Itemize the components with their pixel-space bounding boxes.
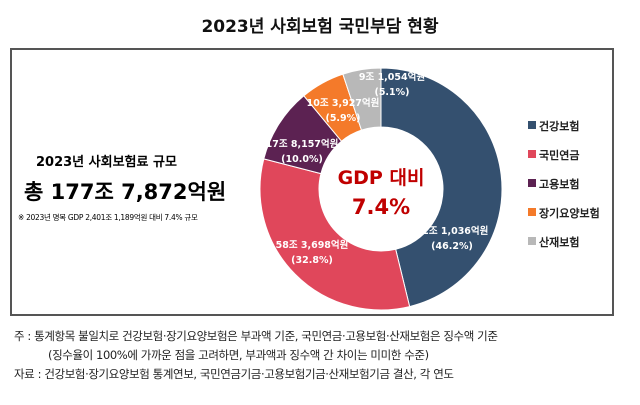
legend-label: 장기요양보험 — [539, 207, 600, 220]
note-line-1: 주 : 통계항목 불일치로 건강보험·장기요양보험은 부과액 기준, 국민연금·… — [14, 329, 498, 343]
slice-label-percent: (46.2%) — [431, 241, 473, 252]
legend-item: 장기요양보험 — [528, 205, 600, 234]
source-line: 자료 : 건강보험·장기요양보험 통계연보, 국민연금기금·고용보험기금·산재보… — [14, 367, 454, 381]
center-label-line2: 7.4% — [352, 195, 410, 219]
slice-label-percent: (5.9%) — [325, 113, 360, 124]
footnotes: 주 : 통계항목 불일치로 건강보험·장기요양보험은 부과액 기준, 국민연금·… — [14, 327, 498, 384]
legend-swatch — [528, 150, 536, 158]
chart-frame — [10, 48, 614, 316]
slice-1 — [259, 158, 411, 311]
legend-swatch — [528, 179, 536, 187]
legend-label: 건강보험 — [539, 120, 580, 133]
slice-4 — [342, 67, 382, 131]
gdp-note: ※ 2023년 명목 GDP 2,401조 1,189억원 대비 7.4% 규모 — [18, 213, 198, 222]
legend-label: 산재보험 — [539, 236, 580, 249]
slice-label-amount: 10조 3,927억원 — [307, 97, 380, 109]
summary-subtitle: 2023년 사회보험료 규모 — [36, 155, 177, 170]
slice-label-percent: (10.0%) — [281, 154, 323, 165]
legend-item: 국민연금 — [528, 147, 600, 176]
legend-label: 국민연금 — [539, 149, 580, 162]
center-label-line1: GDP 대비 — [338, 167, 425, 189]
slice-label-amount: 9조 1,054억원 — [359, 71, 425, 83]
legend-swatch — [528, 208, 536, 216]
page-title: 2023년 사회보험 국민부담 현황 — [201, 17, 439, 37]
slice-label-percent: (32.8%) — [291, 255, 333, 266]
legend-item: 고용보험 — [528, 176, 600, 205]
legend-swatch — [528, 237, 536, 245]
summary-total: 총 177조 7,872억원 — [24, 180, 227, 204]
slice-label-amount: 82조 1,036억원 — [416, 225, 489, 237]
legend-swatch — [528, 121, 536, 129]
slice-label-amount: 58조 3,698억원 — [276, 239, 349, 251]
legend-item: 건강보험 — [528, 118, 600, 147]
legend-label: 고용보험 — [539, 178, 580, 191]
slice-0 — [380, 67, 503, 308]
note-line-2: (징수율이 100%에 가까운 점을 고려하면, 부과액과 징수액 간 차이는 … — [48, 348, 429, 362]
legend-item: 산재보험 — [528, 234, 600, 263]
slice-label-amount: 17조 8,157억원 — [266, 138, 339, 150]
slice-label-percent: (5.1%) — [374, 87, 409, 98]
